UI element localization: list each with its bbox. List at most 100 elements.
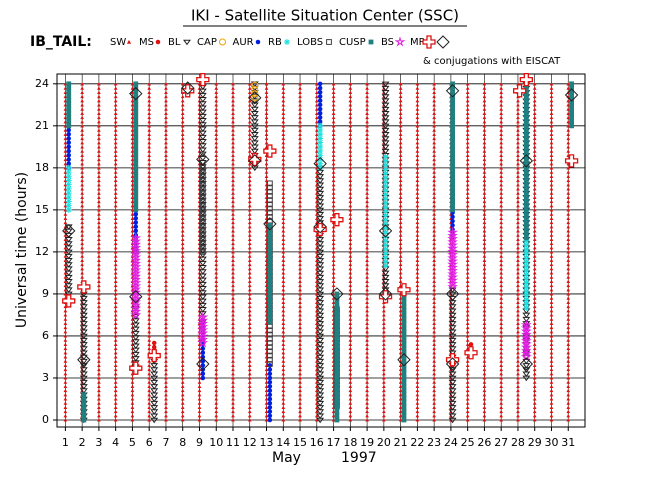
marker [516, 334, 520, 338]
region-interval [164, 82, 168, 422]
marker [523, 218, 529, 224]
marker [113, 216, 118, 220]
marker [147, 107, 152, 111]
marker [231, 241, 235, 246]
marker [214, 124, 219, 128]
marker [266, 361, 273, 367]
marker [113, 140, 118, 145]
marker [133, 194, 139, 200]
marker [180, 275, 185, 279]
marker [415, 346, 420, 351]
marker [281, 346, 286, 351]
marker [231, 271, 235, 275]
marker [231, 334, 235, 338]
marker [398, 103, 403, 107]
marker [516, 233, 520, 237]
marker [147, 329, 152, 334]
marker [247, 90, 252, 94]
marker [566, 254, 571, 258]
marker [566, 329, 571, 334]
marker [398, 317, 403, 321]
marker [247, 82, 252, 86]
marker [281, 355, 286, 359]
marker [465, 224, 470, 229]
marker [181, 84, 195, 98]
marker [566, 191, 571, 195]
marker [264, 103, 269, 107]
marker [415, 300, 420, 304]
marker [197, 350, 202, 355]
marker [482, 124, 487, 128]
marker [499, 359, 504, 363]
marker [549, 157, 554, 162]
marker [130, 241, 142, 253]
marker [298, 82, 302, 86]
marker [164, 124, 168, 128]
marker [231, 107, 235, 111]
marker [113, 384, 118, 388]
marker [566, 304, 571, 309]
marker [313, 156, 327, 171]
marker [447, 239, 459, 250]
marker [298, 237, 302, 241]
region-interval [523, 237, 530, 311]
marker [482, 103, 487, 107]
marker [197, 325, 202, 330]
x-tick-label: 25 [461, 436, 475, 449]
marker [482, 334, 487, 338]
marker [231, 350, 235, 355]
marker [569, 119, 574, 125]
marker [314, 174, 319, 178]
marker [499, 388, 504, 393]
marker [251, 81, 259, 89]
marker [130, 413, 135, 418]
marker [314, 178, 319, 183]
marker [247, 229, 252, 233]
marker [231, 275, 235, 279]
marker [549, 304, 554, 309]
marker [465, 149, 470, 153]
marker [516, 380, 520, 384]
marker [348, 153, 353, 157]
marker [566, 313, 571, 317]
marker [566, 392, 571, 397]
marker [450, 203, 455, 209]
marker [523, 283, 530, 290]
marker [532, 140, 537, 145]
marker [264, 170, 269, 174]
marker [130, 98, 135, 103]
marker [398, 392, 403, 397]
marker [63, 405, 68, 409]
marker [432, 94, 436, 99]
marker [532, 229, 537, 233]
marker [164, 329, 168, 334]
marker [214, 250, 219, 254]
marker [130, 380, 135, 384]
marker [532, 128, 537, 132]
marker [180, 355, 185, 359]
marker [365, 220, 369, 225]
marker [549, 145, 554, 149]
marker [63, 275, 68, 279]
marker [247, 334, 252, 338]
marker [267, 235, 273, 241]
marker [432, 346, 436, 351]
marker [499, 392, 504, 397]
region-interval [251, 81, 259, 102]
marker [447, 268, 459, 279]
marker [214, 321, 219, 325]
marker [113, 229, 118, 233]
marker [214, 157, 219, 162]
marker [549, 182, 554, 187]
marker [180, 191, 185, 195]
marker [348, 94, 353, 99]
marker [532, 266, 537, 271]
marker [401, 396, 407, 402]
marker [164, 82, 168, 86]
marker [516, 178, 520, 183]
marker [130, 248, 142, 259]
marker [63, 174, 68, 178]
marker [147, 313, 152, 317]
marker [432, 397, 436, 401]
marker [247, 170, 252, 174]
